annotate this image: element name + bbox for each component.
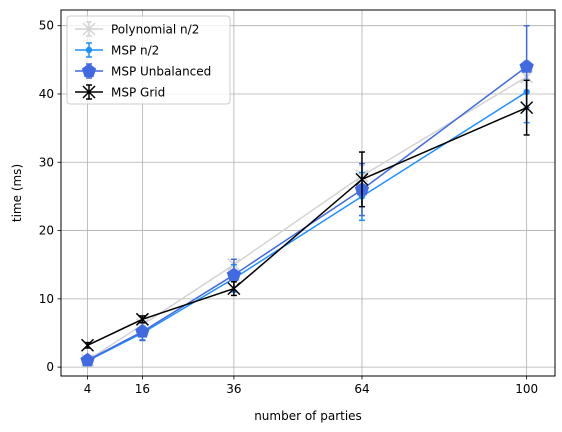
series-2: [80, 24, 534, 367]
y-tick-label: 10: [39, 292, 54, 306]
legend-label: MSP Unbalanced: [111, 65, 211, 79]
data-point: [519, 59, 534, 73]
data-point: [520, 101, 534, 115]
marker-stroke: [82, 85, 96, 99]
x-axis-label: number of parties: [254, 409, 362, 423]
legend: Polynomial n/2 MSP n/2 MSP Unbalanced MSP G…: [66, 15, 231, 105]
legend-marker: [82, 85, 96, 99]
marker-stroke: [82, 22, 96, 36]
marker-stroke: [355, 172, 369, 186]
marker-stroke: [80, 338, 95, 352]
legend-box: [66, 15, 231, 105]
x-tick-label: 100: [515, 382, 538, 396]
x-tick-label: 64: [354, 382, 369, 396]
y-axis-label: time (ms): [10, 164, 24, 222]
legend-label: Polynomial n/2: [111, 23, 199, 37]
legend-label: MSP n/2: [111, 44, 159, 58]
data-point: [135, 324, 150, 338]
marker-stroke: [135, 312, 149, 326]
series-layer: [80, 24, 534, 367]
legend-item: MSP n/2: [75, 42, 159, 58]
grid: [61, 10, 555, 376]
x-tick-label: 36: [226, 382, 241, 396]
y-tick-label: 50: [39, 19, 54, 33]
legend-item: MSP Unbalanced: [75, 63, 211, 79]
data-point: [226, 267, 242, 282]
y-axis-ticks: 0 10 20 30 40 50: [39, 19, 61, 374]
data-point: [135, 312, 149, 326]
data-point: [80, 338, 95, 352]
data-point: [80, 352, 95, 367]
marker-stroke: [227, 282, 241, 296]
legend-marker: [81, 63, 97, 78]
plot-frame: [60, 9, 556, 377]
x-tick-label: 16: [135, 382, 150, 396]
legend-marker: [85, 46, 93, 54]
y-tick-label: 30: [39, 155, 54, 169]
data-point: [355, 172, 369, 186]
legend-item: MSP Grid: [75, 84, 165, 100]
legend-label: MSP Grid: [111, 86, 165, 100]
x-tick-label: 4: [84, 382, 92, 396]
legend-marker: [82, 22, 96, 36]
y-tick-label: 20: [39, 224, 54, 238]
legend-item: Polynomial n/2: [75, 21, 199, 37]
x-axis-ticks: 4 16 36 64 100: [84, 376, 538, 396]
series-3: [80, 79, 534, 352]
y-tick-label: 40: [39, 87, 54, 101]
marker-stroke: [520, 101, 534, 115]
y-tick-label: 0: [46, 360, 54, 374]
data-point: [227, 282, 241, 296]
